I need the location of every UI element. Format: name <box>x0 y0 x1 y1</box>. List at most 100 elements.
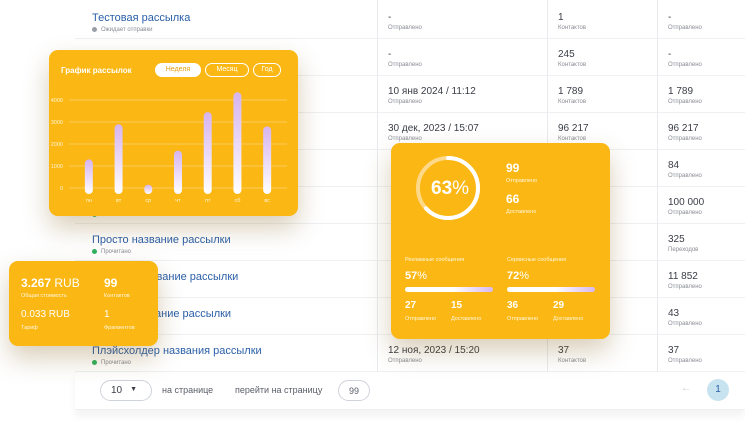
current-page-button[interactable]: 1 <box>707 379 729 401</box>
chart-title: График рассылок <box>61 66 132 75</box>
prev-page-button[interactable]: ← <box>681 383 691 394</box>
ads-title: Рекламные сообщения <box>405 257 465 263</box>
delivery-ring <box>416 156 480 220</box>
chart-bar[interactable] <box>114 124 123 194</box>
contacts-label: Контактов <box>104 293 130 299</box>
date-cell: - Отправлено <box>377 37 547 76</box>
tariff-label: Тариф <box>21 325 38 331</box>
date-cell: - Отправлено <box>377 0 547 39</box>
svc-title: Сервисные сообщения <box>507 257 567 263</box>
x-tick-label: вт <box>116 198 122 204</box>
status-dot-icon <box>92 27 97 32</box>
result-cell: 325 Переходов <box>657 222 745 261</box>
svc-progress-bar <box>507 287 595 292</box>
x-tick-label: ср <box>145 198 151 204</box>
y-tick-label: 3000 <box>51 120 63 126</box>
date-cell <box>377 222 547 261</box>
sent-label: Отправлено <box>506 178 538 184</box>
date-cell <box>377 148 547 187</box>
contacts-cell: 1 Контактов <box>547 0 657 39</box>
total-cost-value: 3.267 RUB <box>21 276 80 290</box>
mailing-status: Прочитано <box>92 249 131 255</box>
result-cell: 43 Отправлено <box>657 296 745 335</box>
svc-percent: 72% <box>507 270 530 282</box>
per-page-label: на странице <box>162 385 214 395</box>
chart-bar[interactable] <box>84 159 93 194</box>
chevron-down-icon: ▼ <box>130 386 137 393</box>
chart-bar[interactable] <box>263 126 272 194</box>
pagination: 10 ▼ на странице перейти на страницу 99 ←… <box>75 370 745 410</box>
x-tick-label: сб <box>234 198 240 204</box>
mailing-name[interactable]: Плэйсхолдер названия рассылки <box>92 345 262 357</box>
delivery-percent: 63% <box>431 178 470 199</box>
chart-bar[interactable] <box>144 184 153 194</box>
contacts-cell: 96 217 Контактов <box>547 111 657 150</box>
x-tick-label: чт <box>175 198 181 204</box>
ads-delivered-label: Доставлено <box>451 316 482 322</box>
ads-sent-label: Отправлено <box>405 316 437 322</box>
y-tick-label: 0 <box>60 186 63 192</box>
mailing-name[interactable]: Просто название рассылки <box>92 234 231 246</box>
y-tick-label: 2000 <box>51 142 63 148</box>
y-tick-label: 4000 <box>51 98 63 104</box>
fragments-label: Фрагментов <box>104 325 135 331</box>
svc-sent-label: Отправлено <box>507 316 539 322</box>
result-cell: 84 Отправлено <box>657 148 745 187</box>
y-tick-label: 1000 <box>51 164 63 170</box>
cost-stats-card: 3.267 RUB Общая стоимость 99 Контактов 0… <box>9 261 158 346</box>
result-cell: 37 Отправлено <box>657 333 745 372</box>
per-page-value: 10 <box>111 385 123 396</box>
delivered-label: Доставлено <box>506 209 537 215</box>
svc-sent: 36 <box>507 300 519 311</box>
date-cell: 30 дек, 2023 / 15:07 Отправлено <box>377 111 547 150</box>
tab-year[interactable]: Год <box>253 63 281 77</box>
tab-month[interactable]: Месяц <box>205 63 249 77</box>
result-cell: 1 789 Отправлено <box>657 74 745 113</box>
per-page-select[interactable]: 10 ▼ <box>100 380 152 401</box>
mailing-status: Прочитано <box>92 360 131 366</box>
date-cell <box>377 296 547 335</box>
mailing-status: Ожидает отправки <box>92 27 152 33</box>
x-tick-label: пт <box>205 198 211 204</box>
status-dot-icon <box>92 249 97 254</box>
ads-delivered: 15 <box>451 300 463 311</box>
x-tick-label: пн <box>86 198 92 204</box>
svc-delivered: 29 <box>553 300 565 311</box>
table-row[interactable]: Плэйсхолдер названия рассылки Прочитано 12… <box>75 333 745 372</box>
x-tick-label: вс <box>264 198 270 204</box>
result-cell: - Отправлено <box>657 0 745 39</box>
mailing-name[interactable]: Тестовая рассылка <box>92 12 191 24</box>
svc-delivered-label: Доставлено <box>553 316 584 322</box>
ads-percent: 57% <box>405 270 428 282</box>
date-cell: 10 янв 2024 / 11:12 Отправлено <box>377 74 547 113</box>
contacts-cell: 1 789 Контактов <box>547 74 657 113</box>
result-cell: 100 000 Отправлено <box>657 185 745 224</box>
ads-progress-bar <box>405 287 493 292</box>
contacts-cell: 245 Контактов <box>547 37 657 76</box>
chart-bar[interactable] <box>174 150 182 194</box>
delivery-percent-card: 63% 99 Отправлено 66 Доставлено Рекламны… <box>391 143 610 339</box>
date-cell: 12 ноя, 2023 / 15:20 Отправлено <box>377 333 547 372</box>
goto-page-label: перейти на страницу <box>235 385 323 395</box>
mailing-chart-card: График рассылок Неделя Месяц Год 0 1000 20… <box>49 50 298 216</box>
table-row[interactable]: - Отправлено 245 Контактов - Отправлено <box>75 37 745 76</box>
result-cell: - Отправлено <box>657 37 745 76</box>
sent-value: 99 <box>506 161 520 175</box>
contacts-cell: 37 Контактов <box>547 333 657 372</box>
ads-sent: 27 <box>405 300 417 311</box>
table-row[interactable]: Тестовая рассылка Ожидает отправки - Отправ… <box>75 0 745 39</box>
date-cell <box>377 259 547 298</box>
chart-bar[interactable] <box>203 112 212 194</box>
bar-chart: 0 1000 2000 3000 4000 пн вт ср чт пт сб вс <box>51 92 287 204</box>
result-cell: 96 217 Отправлено <box>657 111 745 150</box>
delivered-value: 66 <box>506 192 520 206</box>
chart-bar[interactable] <box>233 92 242 194</box>
date-cell <box>377 185 547 224</box>
status-dot-icon <box>92 360 97 365</box>
result-cell: 11 852 Отправлено <box>657 259 745 298</box>
tab-week[interactable]: Неделя <box>155 63 201 77</box>
fragments-value: 1 <box>104 309 110 320</box>
goto-page-input[interactable]: 99 <box>338 380 370 401</box>
contacts-value: 99 <box>104 276 118 290</box>
